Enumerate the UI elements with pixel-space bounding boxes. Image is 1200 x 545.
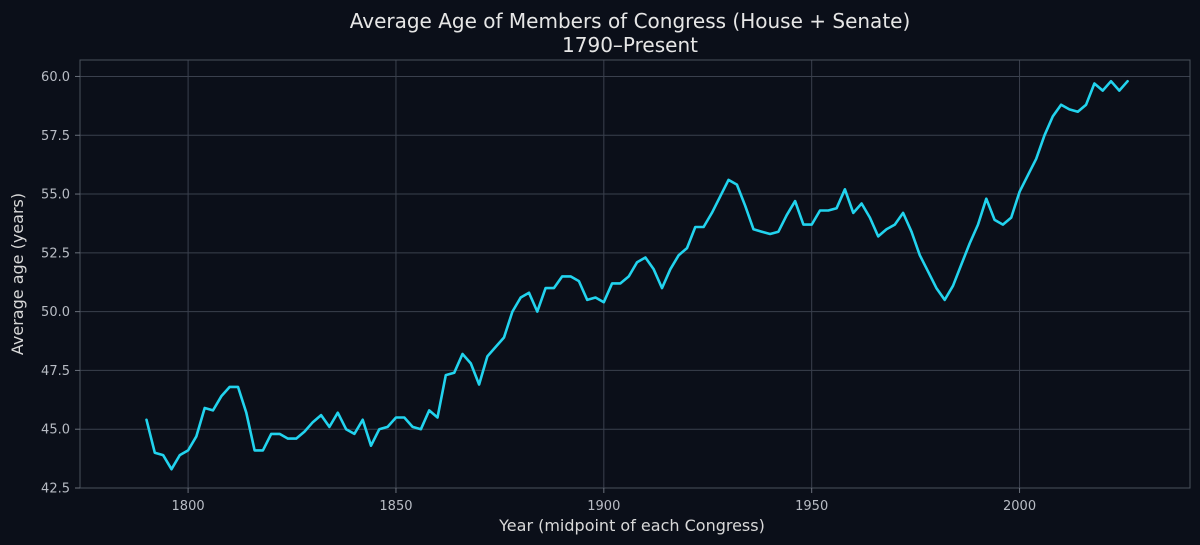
y-tick-label: 45.0 [41,423,70,438]
x-tick-label: 1850 [379,499,412,514]
chart-title: Average Age of Members of Congress (Hous… [350,9,911,33]
x-tick-label: 2000 [1003,499,1036,514]
y-tick-label: 57.5 [41,129,70,144]
x-tick-label: 1950 [795,499,828,514]
series-line [145,79,1129,471]
y-tick-label: 42.5 [41,482,70,497]
grid [80,60,1190,489]
tick-labels: 42.5 45.0 47.5 50.0 52.5 55.0 57.5 60.0 1800 1850… [41,70,1036,514]
y-tick-label: 60.0 [41,70,70,85]
y-tick-label: 52.5 [41,246,70,261]
x-tick-label: 1800 [172,499,205,514]
plot-area [145,79,1129,471]
y-tick-label: 47.5 [41,364,70,379]
chart-subtitle: 1790–Present [562,33,698,57]
plot-frame [79,59,1191,489]
x-axis-label: Year (midpoint of each Congress) [498,516,765,535]
y-axis-label: Average age (years) [8,193,27,355]
axes [75,59,1191,493]
y-tick-label: 50.0 [41,305,70,320]
x-tick-label: 1900 [587,499,620,514]
y-tick-label: 55.0 [41,188,70,203]
